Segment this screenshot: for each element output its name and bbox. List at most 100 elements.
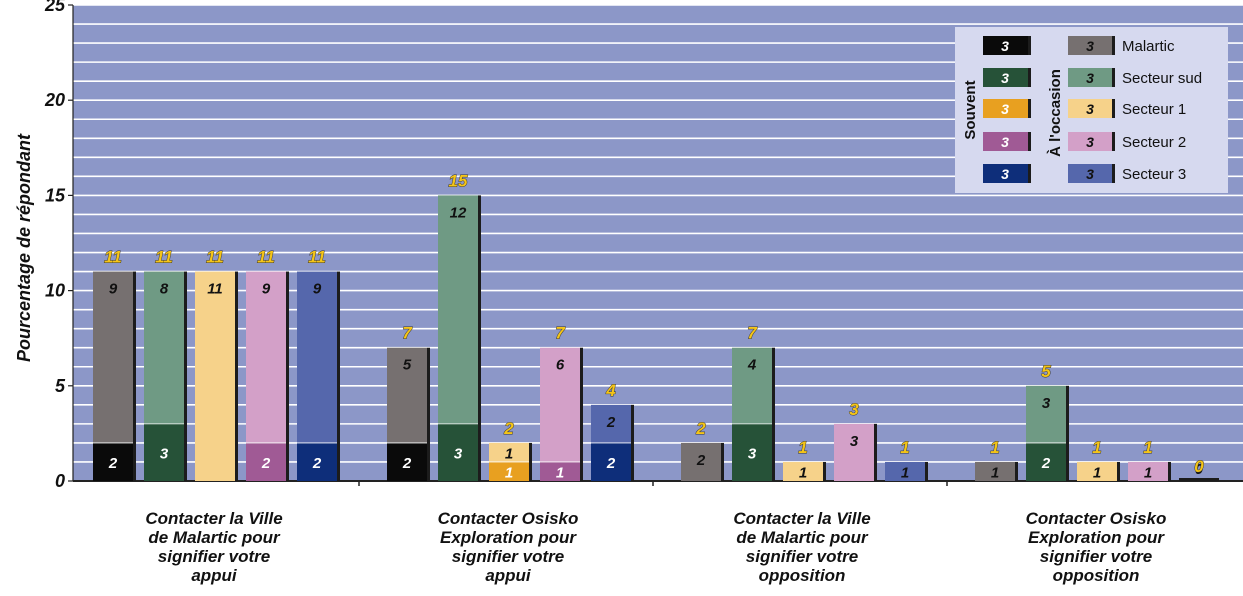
total-label: 7 xyxy=(402,324,413,343)
category-label: Contacter Osisko Exploration pour signifie… xyxy=(438,509,579,585)
total-label: 4 xyxy=(605,381,616,400)
bar-shadow xyxy=(721,442,724,481)
segment-label-occasion: 3 xyxy=(850,433,859,450)
bar-segment-occasion xyxy=(144,271,184,424)
bar-segment-occasion xyxy=(885,461,925,481)
segment-label-occasion: 1 xyxy=(799,464,807,481)
legend-swatch-label: 3 xyxy=(1086,166,1094,182)
segment-label-occasion: 9 xyxy=(109,281,118,298)
bar-segment-souvent xyxy=(540,461,580,481)
y-tick-label: 5 xyxy=(55,376,66,396)
total-label: 7 xyxy=(555,324,566,343)
legend-swatch-shadow xyxy=(1112,164,1115,183)
segment-label-souvent: 2 xyxy=(402,455,412,472)
legend-swatch-shadow xyxy=(1112,132,1115,151)
segment-label-occasion: 0 xyxy=(1195,461,1204,478)
segment-label-occasion: 9 xyxy=(262,281,271,298)
bar-segment-souvent xyxy=(732,423,772,481)
legend-swatch-shadow xyxy=(1028,36,1031,55)
legend-swatch-label: 3 xyxy=(1001,38,1009,54)
legend-swatch-souvent xyxy=(983,68,1028,87)
segment-label-occasion: 1 xyxy=(1093,464,1101,481)
bar-shadow xyxy=(337,271,340,481)
category-labels: Contacter la Ville de Malartic pour signif… xyxy=(145,509,1166,585)
segment-label-souvent: 2 xyxy=(312,455,322,472)
bar-shadow xyxy=(1117,461,1120,481)
bar-shadow xyxy=(184,271,187,481)
bar-shadow xyxy=(286,271,289,481)
bar-shadow xyxy=(580,347,583,481)
legend-swatch-shadow xyxy=(1028,68,1031,87)
total-label: 1 xyxy=(990,438,999,457)
legend-swatch-occasion xyxy=(1068,68,1112,87)
bar-segment-occasion xyxy=(540,347,580,462)
total-label: 11 xyxy=(104,248,122,267)
category-label: Contacter la Ville de Malartic pour signif… xyxy=(145,509,282,585)
legend-swatch-souvent xyxy=(983,99,1028,118)
segment-label-souvent: 3 xyxy=(748,445,757,462)
total-label: 11 xyxy=(257,248,275,267)
bar-segment-occasion xyxy=(246,271,286,443)
category-label: Contacter Osisko Exploration pour signifie… xyxy=(1026,509,1167,585)
total-label: 7 xyxy=(747,324,758,343)
bar-segment-occasion xyxy=(591,404,631,443)
bar-segment-occasion xyxy=(489,442,529,462)
legend-swatch-shadow xyxy=(1028,99,1031,118)
legend-swatch-label: 3 xyxy=(1086,101,1094,117)
legend: Souvent À l'occasion 3 3 Malartic 3 3 Secteur s… xyxy=(955,27,1228,193)
bar-segment-souvent xyxy=(93,442,133,481)
legend-header-occasion: À l'occasion xyxy=(1047,69,1064,157)
bar-segment-occasion xyxy=(1026,385,1066,443)
segment-label-souvent: 2 xyxy=(1041,455,1051,472)
bar-segment-souvent xyxy=(246,442,286,481)
segment-label-occasion: 9 xyxy=(313,281,322,298)
bar-shadow xyxy=(874,423,877,481)
total-label: 1 xyxy=(900,438,909,457)
segment-label-souvent: 3 xyxy=(160,445,169,462)
bar-segment-souvent xyxy=(489,461,529,481)
bar-segment-occasion xyxy=(1077,461,1117,481)
bar-segment-occasion xyxy=(195,271,235,481)
bar-segment-souvent xyxy=(438,423,478,481)
legend-swatch-souvent xyxy=(983,132,1028,151)
legend-header-souvent: Souvent xyxy=(962,80,979,139)
legend-swatch-label: 3 xyxy=(1001,70,1009,86)
segment-label-occasion: 3 xyxy=(1042,395,1051,412)
segment-label-occasion: 8 xyxy=(160,281,169,298)
bar-shadow xyxy=(631,404,634,481)
legend-swatch-label: 3 xyxy=(1001,134,1009,150)
segment-label-souvent: 3 xyxy=(454,445,463,462)
bar-segment-occasion xyxy=(1128,461,1168,481)
bar-shadow xyxy=(925,461,928,481)
bars: 2911381111112911291125731215112167224223… xyxy=(93,171,1219,486)
y-axis-label: Pourcentage de répondant xyxy=(14,133,34,362)
segment-label-occasion: 4 xyxy=(747,357,757,374)
bar-segment-occasion xyxy=(297,271,337,443)
legend-swatch-label: 3 xyxy=(1001,101,1009,117)
total-label: 1 xyxy=(1143,438,1152,457)
bar-segment-occasion xyxy=(387,347,427,443)
bar-segment-souvent xyxy=(144,423,184,481)
y-tick-label: 15 xyxy=(45,185,66,205)
category-label: Contacter la Ville de Malartic pour signif… xyxy=(733,509,870,585)
bar-segment-occasion xyxy=(834,423,874,481)
y-tick-label: 0 xyxy=(55,471,65,491)
y-axis-ticks: 0 5 10 15 20 25 xyxy=(44,0,73,491)
segment-label-souvent: 2 xyxy=(261,455,271,472)
legend-swatch-shadow xyxy=(1028,164,1031,183)
legend-entry-label: Secteur 2 xyxy=(1122,134,1186,151)
y-tick-label: 25 xyxy=(44,0,66,15)
legend-entry-label: Secteur 1 xyxy=(1122,101,1186,118)
legend-swatch-shadow xyxy=(1112,68,1115,87)
segment-label-occasion: 12 xyxy=(450,204,467,221)
legend-swatch-label: 3 xyxy=(1086,70,1094,86)
y-tick-label: 20 xyxy=(44,90,65,110)
total-label: 11 xyxy=(308,248,326,267)
segment-label-occasion: 1 xyxy=(505,445,513,462)
bar-segment-souvent xyxy=(591,442,631,481)
legend-swatch-label: 3 xyxy=(1086,38,1094,54)
segment-label-occasion: 6 xyxy=(556,357,565,374)
legend-swatch-occasion xyxy=(1068,99,1112,118)
legend-swatch-occasion xyxy=(1068,36,1112,55)
